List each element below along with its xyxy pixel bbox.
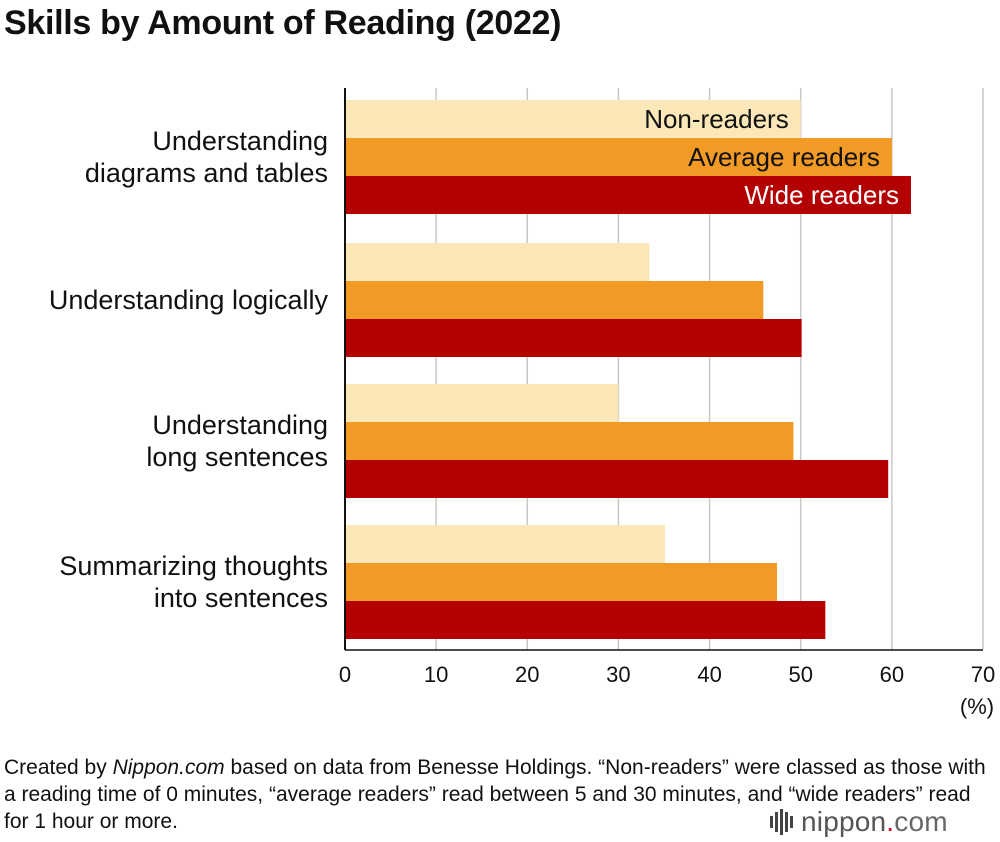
logo-word: nippon xyxy=(801,806,887,837)
bar-non-readers xyxy=(345,100,801,138)
bar-average-readers xyxy=(345,138,892,176)
x-tick-label: 60 xyxy=(880,662,904,687)
nippon-logo: nippon. com xyxy=(770,806,948,838)
x-tick-label: 50 xyxy=(788,662,812,687)
source-note: Created by Nippon.com based on data from… xyxy=(4,754,994,835)
axes xyxy=(344,88,983,651)
note-pre: Created by xyxy=(4,756,113,779)
category-label: Understanding diagrams and tables xyxy=(85,126,328,188)
note-post: based on data from Benesse Holdings. “No… xyxy=(4,756,986,833)
logo-tld: com xyxy=(894,806,948,837)
x-tick-label: 0 xyxy=(339,662,351,687)
bars: Non-readers Average readers Wide readers xyxy=(345,100,911,639)
x-tick-label: 10 xyxy=(424,662,448,687)
chart-title: Skills by Amount of Reading (2022) xyxy=(4,4,562,42)
x-unit-label: (%) xyxy=(960,694,994,719)
bar-average-readers xyxy=(345,281,764,319)
note-source: Nippon.com xyxy=(112,756,225,779)
category-labels: Understanding diagrams and tables Understa… xyxy=(49,126,329,613)
bar-wide-readers xyxy=(345,460,889,498)
x-tick-labels: 0 10 20 30 40 50 60 70 (%) xyxy=(339,662,995,719)
category-label: Understanding logically xyxy=(49,285,329,315)
legend-label: Average readers xyxy=(688,142,880,172)
bar-wide-readers xyxy=(345,601,826,639)
x-tick-label: 20 xyxy=(515,662,539,687)
logo-dot: . xyxy=(886,806,895,837)
bar-non-readers xyxy=(345,384,619,422)
bar-non-readers xyxy=(345,525,665,563)
bar-non-readers xyxy=(345,243,650,281)
legend-label: Wide readers xyxy=(744,180,899,210)
category-label: Understanding long sentences xyxy=(146,410,328,472)
bar-average-readers xyxy=(345,422,794,460)
x-tick-label: 70 xyxy=(971,662,995,687)
x-tick-label: 40 xyxy=(697,662,721,687)
bar-wide-readers xyxy=(345,319,802,357)
category-label: Summarizing thoughts into sentences xyxy=(59,551,328,613)
x-tick-label: 30 xyxy=(606,662,630,687)
bar-average-readers xyxy=(345,563,778,601)
bar-wide-readers xyxy=(345,176,911,214)
logo-mark-icon xyxy=(770,809,793,835)
legend-label: Non-readers xyxy=(644,104,789,134)
